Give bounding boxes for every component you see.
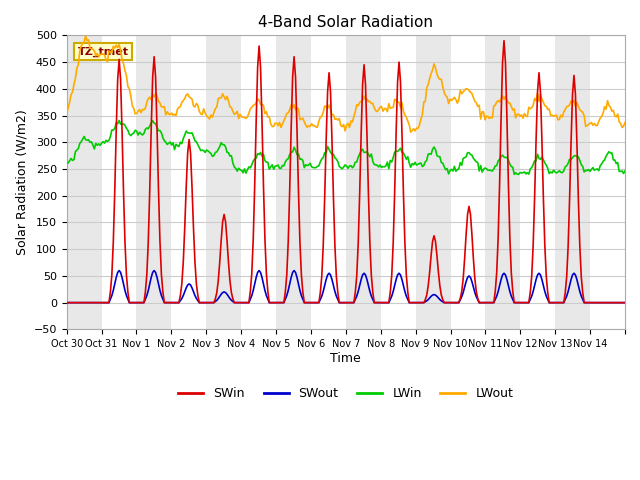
LWin <box>620 170 627 176</box>
LWout <box>407 129 415 135</box>
Title: 4-Band Solar Radiation: 4-Band Solar Radiation <box>259 15 433 30</box>
Line: SWin: SWin <box>67 41 625 302</box>
LWin <box>115 118 123 123</box>
LWin <box>63 160 70 166</box>
SWout <box>115 268 123 274</box>
SWin <box>500 38 508 44</box>
SWout <box>545 300 553 305</box>
LWin <box>621 168 629 174</box>
Bar <box>415 36 451 329</box>
SWin <box>461 256 468 262</box>
LWout <box>620 123 627 129</box>
LWin <box>351 159 359 165</box>
LWout <box>351 108 359 114</box>
Bar <box>276 36 311 329</box>
SWout <box>621 300 629 305</box>
Legend: SWin, SWout, LWin, LWout: SWin, SWout, LWin, LWout <box>173 383 518 406</box>
SWin <box>350 300 358 305</box>
LWout <box>63 111 70 117</box>
SWout <box>82 300 90 305</box>
SWin <box>82 300 90 305</box>
SWout <box>351 296 359 302</box>
SWout <box>618 300 626 305</box>
SWin <box>63 300 70 305</box>
LWin <box>515 171 522 177</box>
Line: LWin: LWin <box>67 120 625 174</box>
Text: TZ_tmet: TZ_tmet <box>78 47 129 57</box>
SWin <box>618 300 626 305</box>
Bar <box>67 36 102 329</box>
LWin <box>462 154 470 160</box>
Line: SWout: SWout <box>67 271 625 302</box>
X-axis label: Time: Time <box>330 352 361 365</box>
Y-axis label: Solar Radiation (W/m2): Solar Radiation (W/m2) <box>15 109 28 255</box>
LWout <box>547 112 554 118</box>
SWout <box>63 300 70 305</box>
LWout <box>621 120 629 125</box>
LWout <box>83 38 91 44</box>
LWout <box>464 86 472 92</box>
Line: LWout: LWout <box>67 36 625 132</box>
SWin <box>545 300 553 305</box>
LWout <box>82 33 90 39</box>
Bar <box>556 36 590 329</box>
Bar <box>346 36 381 329</box>
SWin <box>99 300 107 305</box>
LWin <box>82 137 90 143</box>
SWout <box>462 279 470 285</box>
Bar <box>485 36 520 329</box>
SWout <box>99 300 107 305</box>
Bar <box>136 36 172 329</box>
LWout <box>100 52 108 58</box>
LWin <box>547 169 554 175</box>
SWin <box>621 300 629 305</box>
Bar <box>206 36 241 329</box>
LWin <box>99 139 107 144</box>
